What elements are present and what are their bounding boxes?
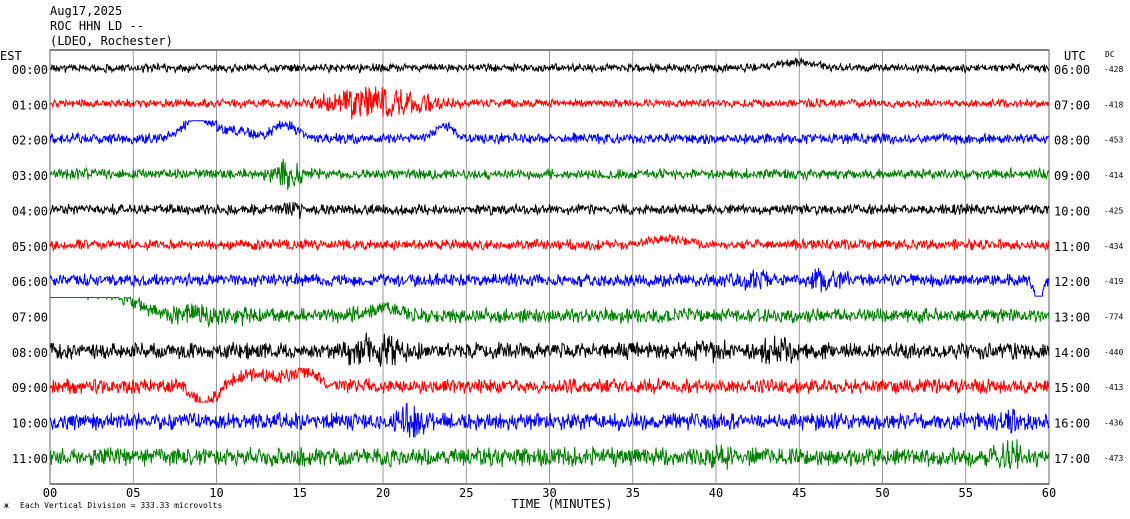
utc-row-label: 10:00 <box>1054 204 1090 218</box>
trace-0000 <box>49 56 1050 75</box>
utc-row-label: 07:00 <box>1054 98 1090 112</box>
dc-offset-label: -436 <box>1104 419 1123 428</box>
x-tick-label-60: 60 <box>1042 486 1056 500</box>
station-header: Aug17,2025 ROC HHN LD -- (LDEO, Rocheste… <box>50 4 173 49</box>
network-label: (LDEO, Rochester) <box>50 34 173 48</box>
trace-group <box>49 56 1050 470</box>
est-row-label: 08:00 <box>12 346 48 360</box>
trace-0400 <box>49 201 1050 220</box>
x-tick-label-10: 10 <box>209 486 223 500</box>
utc-row-label: 08:00 <box>1054 134 1090 148</box>
trace-0900 <box>49 367 1050 403</box>
row-labels: 00:00 06:00 -428 01:00 07:00 -418 02:00 08:00 -4… <box>12 63 1124 466</box>
x-tick-label-40: 40 <box>709 486 723 500</box>
x-tick-label-15: 15 <box>293 486 307 500</box>
dc-offset-label: -413 <box>1104 383 1123 392</box>
x-tick-label-30: 30 <box>542 486 556 500</box>
trace-0300 <box>49 158 1050 191</box>
dc-header-label: DC <box>1105 50 1115 59</box>
x-tick-label-55: 55 <box>959 486 973 500</box>
utc-row-label: 13:00 <box>1054 310 1090 324</box>
trace-1000 <box>49 402 1050 438</box>
est-row-label: 01:00 <box>12 98 48 112</box>
est-row-label: 02:00 <box>12 134 48 148</box>
x-tick-label-35: 35 <box>626 486 640 500</box>
trace-0100 <box>49 86 1050 120</box>
est-row-label: 09:00 <box>12 381 48 395</box>
est-row-label: 11:00 <box>12 452 48 466</box>
x-tick-label-00: 00 <box>43 486 57 500</box>
utc-row-label: 11:00 <box>1054 240 1090 254</box>
est-row-label: 04:00 <box>12 204 48 218</box>
utc-row-label: 12:00 <box>1054 275 1090 289</box>
vertical-grid <box>49 50 1050 484</box>
scale-note: Each Vertical Division = 333.33 microvol… <box>20 501 222 510</box>
utc-row-label: 14:00 <box>1054 346 1090 360</box>
date-label: Aug17,2025 <box>50 4 123 18</box>
trace-0500 <box>49 234 1050 253</box>
utc-row-label: 09:00 <box>1054 169 1090 183</box>
dc-offset-label: -453 <box>1104 136 1123 145</box>
x-tick-label-20: 20 <box>376 486 390 500</box>
x-axis-ticks: 00 05 10 15 20 25 30 35 40 45 50 55 60 <box>43 486 1056 500</box>
dc-offset-label: -428 <box>1104 65 1123 74</box>
dc-offset-label: -414 <box>1104 171 1123 180</box>
trace-0200 <box>49 119 1050 146</box>
est-row-label: 00:00 <box>12 63 48 77</box>
dc-offset-label: -418 <box>1104 100 1123 109</box>
est-zone-label: EST <box>0 49 22 63</box>
est-row-label: 06:00 <box>12 275 48 289</box>
dc-offset-label: -440 <box>1104 348 1123 357</box>
est-row-label: 03:00 <box>12 169 48 183</box>
utc-zone-label: UTC <box>1064 49 1086 63</box>
trace-0700 <box>50 296 1050 329</box>
station-label: ROC HHN LD -- <box>50 19 144 33</box>
x-tick-label-05: 05 <box>126 486 140 500</box>
trace-0600 <box>49 267 1050 297</box>
dc-offset-label: -425 <box>1104 206 1123 215</box>
est-row-label: 05:00 <box>12 240 48 254</box>
utc-row-label: 06:00 <box>1054 63 1090 77</box>
dc-offset-label: -434 <box>1104 242 1123 251</box>
x-tick-label-50: 50 <box>875 486 889 500</box>
est-row-label: 10:00 <box>12 417 48 431</box>
x-axis-title: TIME (MINUTES) <box>511 497 612 511</box>
utc-row-label: 17:00 <box>1054 452 1090 466</box>
utc-row-label: 16:00 <box>1054 417 1090 431</box>
est-row-label: 07:00 <box>12 310 48 324</box>
dc-offset-label: -473 <box>1104 454 1123 463</box>
dc-offset-label: -419 <box>1104 277 1123 286</box>
x-tick-label-45: 45 <box>792 486 806 500</box>
trace-0800 <box>49 332 1050 367</box>
trace-1100 <box>49 439 1050 470</box>
x-tick-label-25: 25 <box>459 486 473 500</box>
corner-mark: ж <box>4 501 9 510</box>
utc-row-label: 15:00 <box>1054 381 1090 395</box>
dc-offset-label: -774 <box>1104 312 1123 321</box>
